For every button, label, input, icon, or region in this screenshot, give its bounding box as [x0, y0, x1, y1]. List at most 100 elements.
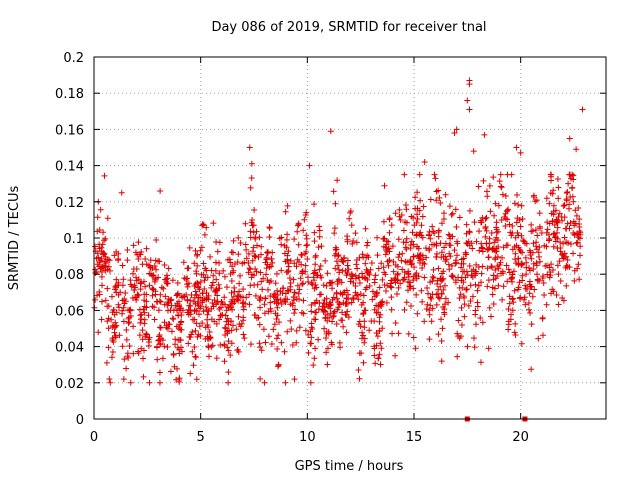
data-point [345, 266, 352, 273]
data-point [519, 249, 526, 256]
data-point [561, 250, 568, 257]
data-point [261, 310, 268, 317]
data-point [442, 301, 449, 308]
y-tick-label: 0.14 [55, 160, 84, 175]
data-point [447, 253, 454, 260]
data-point [521, 238, 528, 245]
data-point [381, 235, 388, 242]
data-point [275, 332, 282, 339]
data-point [243, 294, 250, 301]
data-point [539, 315, 546, 322]
data-point [291, 289, 298, 296]
data-point [528, 283, 535, 290]
data-point [198, 244, 205, 251]
data-point [196, 323, 203, 330]
data-point [356, 375, 363, 382]
data-point [124, 257, 131, 264]
data-point [311, 229, 318, 236]
data-point [183, 281, 190, 288]
data-point [155, 337, 162, 344]
data-point [348, 271, 355, 278]
data-point [212, 288, 219, 295]
data-point [550, 243, 557, 250]
data-point [390, 258, 397, 265]
data-point [433, 240, 440, 247]
data-point [165, 265, 172, 272]
data-point [509, 222, 516, 229]
data-point [170, 352, 177, 359]
data-point [410, 334, 417, 341]
y-axis-label: SRMTID / TECUs [7, 186, 22, 291]
data-point [135, 239, 142, 246]
data-point [321, 325, 328, 332]
data-point [241, 259, 248, 266]
data-point [263, 271, 270, 278]
data-point [115, 250, 122, 257]
data-point [518, 340, 525, 347]
data-point [253, 268, 260, 275]
data-point [435, 294, 442, 301]
data-point [216, 270, 223, 277]
data-point [178, 318, 185, 325]
data-point [458, 304, 465, 311]
data-point [416, 171, 423, 178]
data-point [364, 239, 371, 246]
data-point [362, 275, 369, 282]
data-point [376, 284, 383, 291]
data-point [204, 294, 211, 301]
data-point [533, 262, 540, 269]
data-point [235, 293, 242, 300]
data-point [532, 198, 539, 205]
data-point [528, 221, 535, 228]
data-point [120, 304, 127, 311]
data-point [160, 285, 167, 292]
data-point [145, 312, 152, 319]
data-point [201, 285, 208, 292]
data-point [336, 300, 343, 307]
data-point [340, 258, 347, 265]
data-point [419, 213, 426, 220]
data-point [256, 234, 263, 241]
data-point [376, 351, 383, 358]
data-point [225, 347, 232, 354]
data-point [512, 320, 519, 327]
data-point [362, 225, 369, 232]
data-point [350, 279, 357, 286]
data-point [527, 310, 534, 317]
data-point [176, 336, 183, 343]
data-point [250, 229, 257, 236]
data-point [315, 244, 322, 251]
data-point [141, 320, 148, 327]
data-point [339, 258, 346, 265]
data-point [317, 263, 324, 270]
data-point [197, 294, 204, 301]
data-point [303, 242, 310, 249]
data-point [234, 292, 241, 299]
data-point [174, 365, 181, 372]
data-point [434, 250, 441, 257]
data-point [304, 256, 311, 263]
data-point [156, 336, 163, 343]
data-point [334, 295, 341, 302]
data-point [303, 235, 310, 242]
data-point [312, 252, 319, 259]
data-point [484, 246, 491, 253]
data-point [130, 323, 137, 330]
data-point [123, 326, 130, 333]
data-point [485, 345, 492, 352]
data-point [347, 275, 354, 282]
data-point [373, 329, 380, 336]
data-point [187, 303, 194, 310]
data-point [383, 241, 390, 248]
data-point [421, 318, 428, 325]
data-point [530, 240, 537, 247]
data-point [257, 344, 264, 351]
data-point [579, 106, 586, 113]
data-point [213, 355, 220, 362]
data-point [457, 291, 464, 298]
data-point [571, 222, 578, 229]
data-point [371, 352, 378, 359]
data-point [220, 267, 227, 274]
data-point [331, 230, 338, 237]
data-point [476, 247, 483, 254]
